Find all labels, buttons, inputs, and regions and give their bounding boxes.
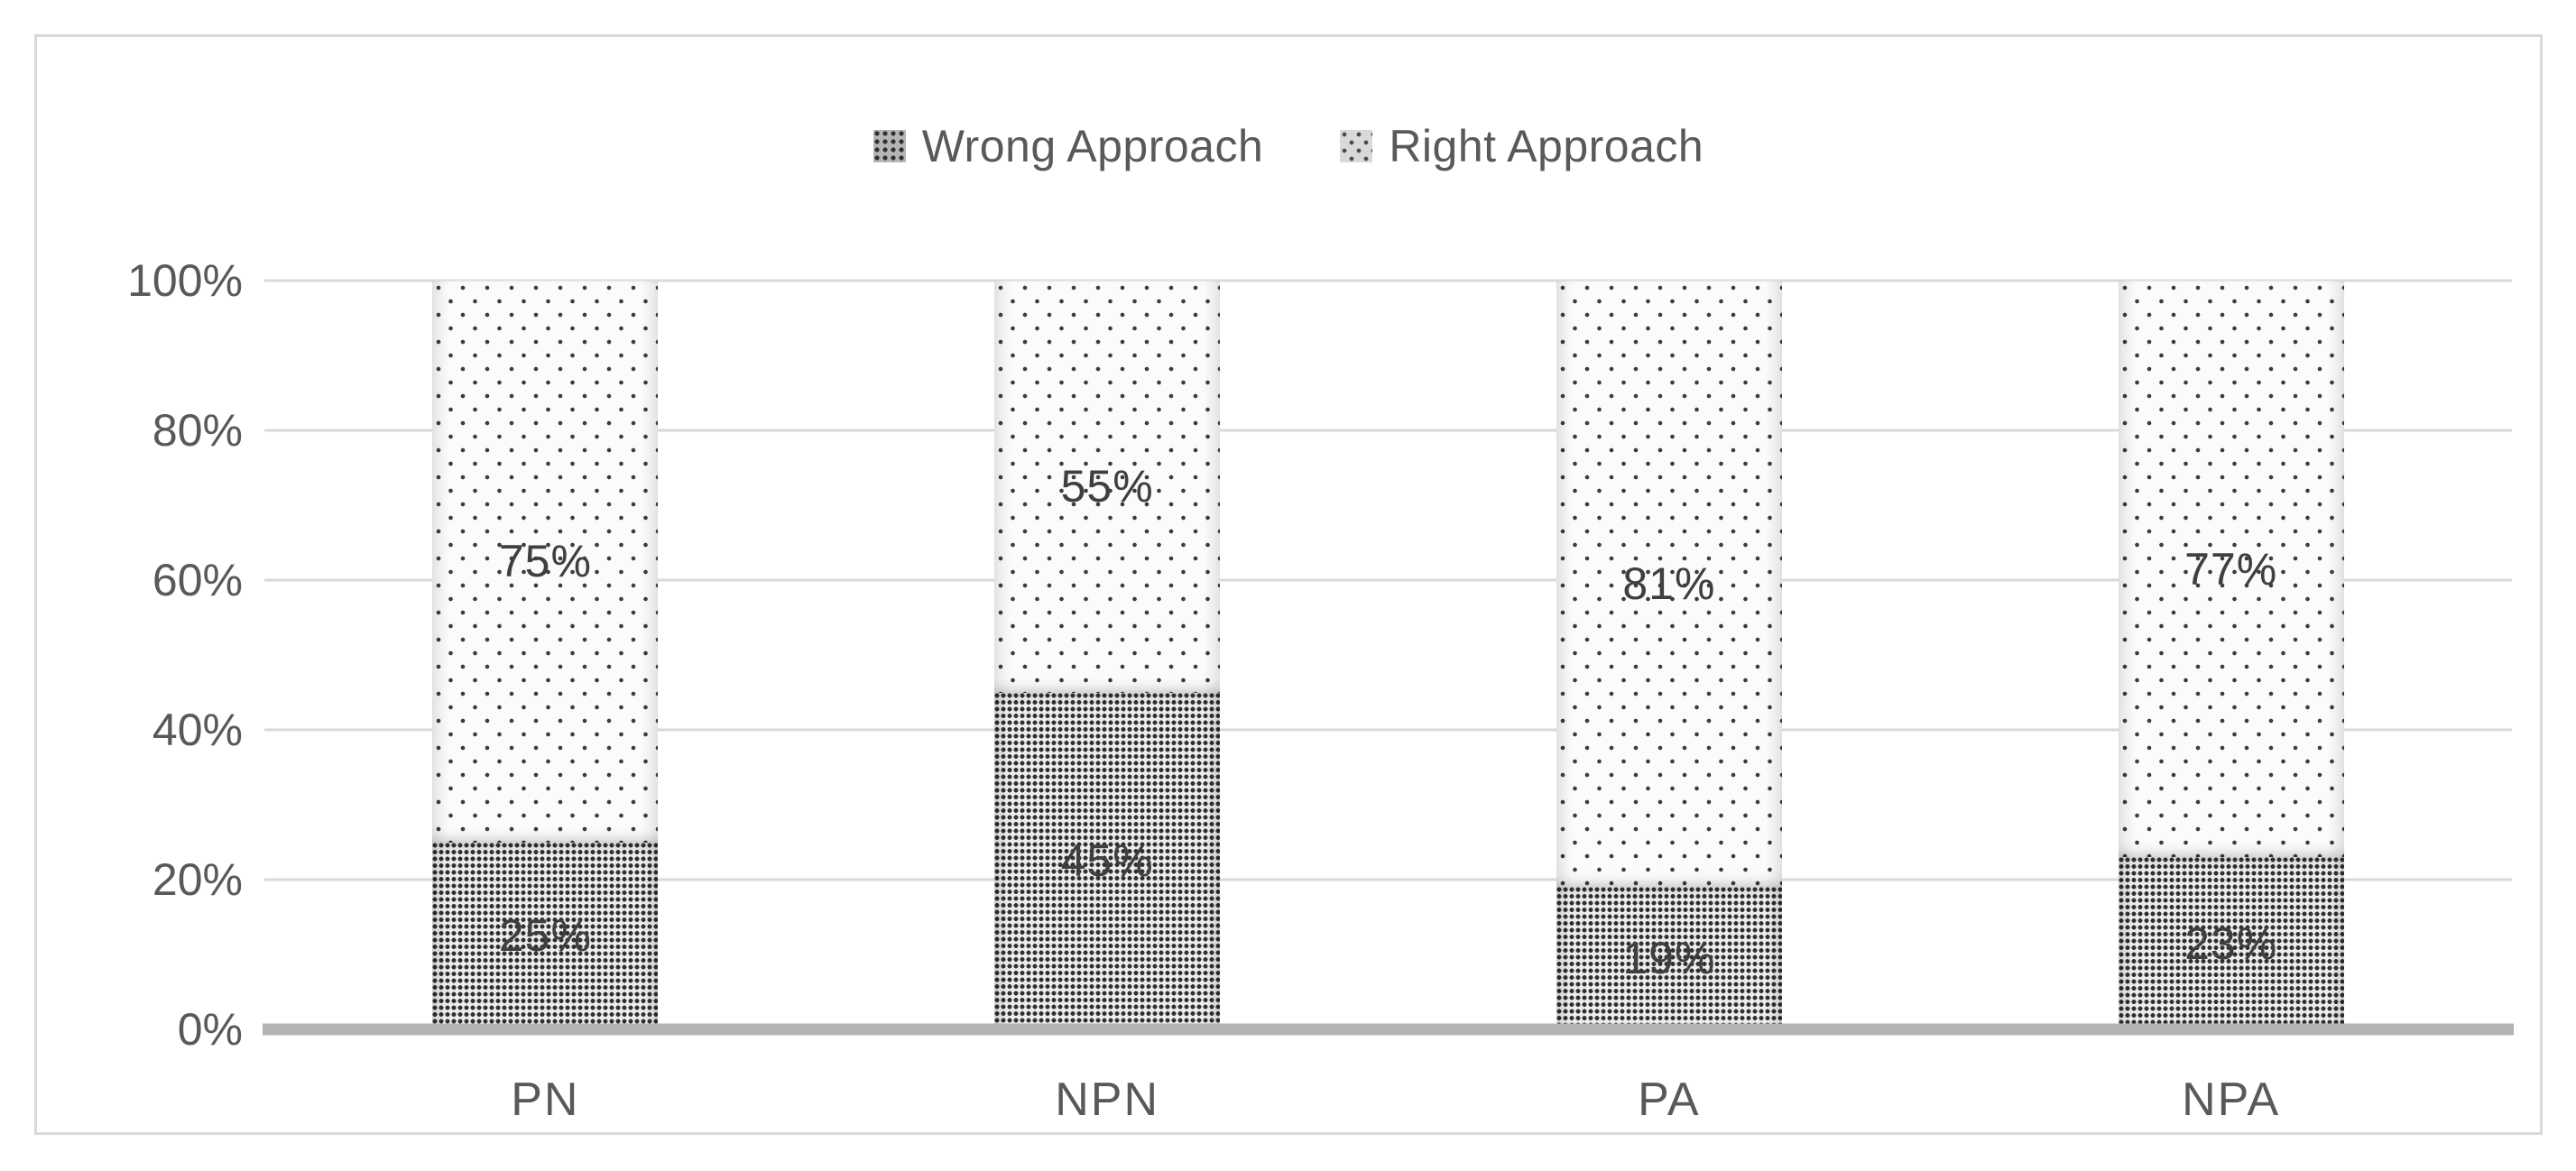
chart-frame: Wrong Approach Right Approach 0% 20% 40% 60%… [34, 34, 2543, 1135]
gridline [264, 878, 2512, 881]
plot-area: 75% 25% 55% 45% 81% 19% 77% 23% [263, 279, 2514, 1036]
bar-segment-data-label: 25% [498, 910, 592, 962]
bar-segment-right-approach: 75% [432, 281, 659, 843]
y-axis-tick-label: 60% [152, 555, 243, 605]
bar-segment-data-label: 81% [1622, 558, 1716, 610]
bar-segment-data-label: 77% [2184, 543, 2278, 595]
x-axis-label-npa: NPA [2182, 1074, 2281, 1126]
bar-segment-right-approach: 55% [994, 281, 1221, 693]
bar-column: 75% 25% [264, 281, 826, 1029]
y-axis-tick-label: 100% [127, 255, 243, 306]
bar-segment-data-label: 23% [2184, 917, 2278, 969]
bar-segment-wrong-approach: 23% [2118, 857, 2344, 1029]
bar-segment-data-label: 45% [1060, 835, 1154, 887]
bar-segment-wrong-approach: 19% [1556, 887, 1782, 1029]
bar-segment-right-approach: 77% [2118, 281, 2344, 858]
bar-segment-data-label: 19% [1622, 933, 1716, 984]
stacked-bar-npa: 77% 23% [2118, 281, 2344, 1029]
x-axis-category-labels: PN NPN PA NPA [264, 1073, 2512, 1127]
legend-label: Right Approach [1389, 121, 1704, 171]
gridline [264, 578, 2512, 582]
x-axis-label-pn: PN [511, 1074, 580, 1126]
stacked-bar-pn: 75% 25% [432, 281, 659, 1029]
legend: Wrong Approach Right Approach [37, 120, 2540, 172]
dotted-square-light-icon [1340, 130, 1373, 162]
gridline [264, 728, 2512, 732]
bar-column: 77% 23% [1950, 281, 2512, 1029]
bar-segment-data-label: 55% [1060, 461, 1154, 512]
y-axis-tick-labels: 0% 20% 40% 60% 80% 100% [37, 255, 243, 1055]
bar-column: 55% 45% [826, 281, 1389, 1029]
legend-label: Wrong Approach [921, 121, 1264, 171]
y-axis-tick-label: 80% [152, 405, 243, 456]
bar-segment-right-approach: 81% [1556, 281, 1782, 888]
bar-segment-wrong-approach: 45% [994, 692, 1221, 1029]
legend-item: Right Approach [1340, 120, 1703, 172]
gridline [264, 279, 2512, 282]
x-axis-label-pa: PA [1638, 1074, 1701, 1126]
stacked-bar-pa: 81% 19% [1556, 281, 1782, 1029]
y-axis-tick-label: 0% [177, 1004, 243, 1055]
y-axis-tick-label: 20% [152, 854, 243, 905]
x-axis-baseline [263, 1023, 2514, 1036]
y-axis-tick-label: 40% [152, 705, 243, 755]
bar-column: 81% 19% [1389, 281, 1951, 1029]
stacked-bar-npn: 55% 45% [994, 281, 1221, 1029]
bar-segment-data-label: 75% [498, 536, 592, 587]
bar-segment-wrong-approach: 25% [432, 842, 659, 1029]
bar-series-area: 75% 25% 55% 45% 81% 19% 77% 23% [264, 281, 2512, 1029]
dotted-square-dark-icon [873, 130, 906, 162]
gridline [264, 429, 2512, 432]
x-axis-label-npn: NPN [1055, 1074, 1160, 1126]
legend-item: Wrong Approach [873, 120, 1264, 172]
